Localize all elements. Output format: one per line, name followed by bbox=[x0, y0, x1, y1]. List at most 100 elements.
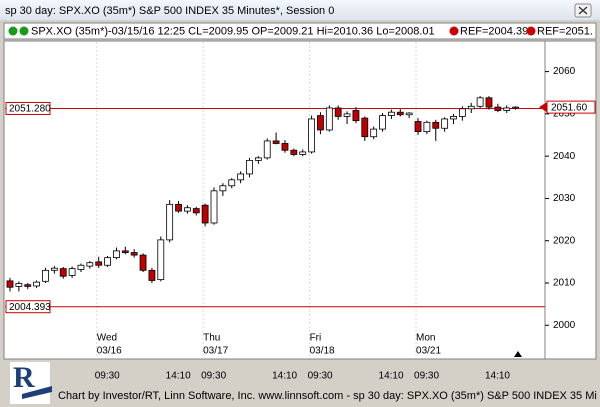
last-price-pointer bbox=[539, 102, 547, 113]
y-tick-label: 2040 bbox=[553, 151, 576, 162]
close-icon bbox=[578, 6, 588, 15]
candle-body bbox=[370, 128, 378, 138]
chart-panel bbox=[3, 40, 597, 360]
candle-body bbox=[414, 121, 422, 133]
candle-body bbox=[104, 257, 111, 266]
candle-body bbox=[512, 106, 519, 109]
candle-body bbox=[68, 268, 76, 276]
logo: R bbox=[13, 361, 35, 394]
candle-body bbox=[290, 149, 298, 155]
candle-body bbox=[423, 121, 431, 133]
x-tick-label: 14:10 bbox=[272, 371, 297, 382]
y-tick-label: 2030 bbox=[553, 193, 576, 204]
candle-body bbox=[24, 284, 32, 287]
candle-body bbox=[210, 190, 218, 224]
last-price-box bbox=[546, 100, 596, 114]
x-tick-label: 14:10 bbox=[485, 371, 510, 382]
candle-body bbox=[33, 281, 41, 287]
x-tick-label: 09:30 bbox=[95, 371, 120, 382]
candle-body bbox=[254, 157, 262, 161]
last-price-label: 2051.60 bbox=[551, 102, 588, 113]
candle-body bbox=[95, 261, 103, 266]
window-title: sp 30 day: SPX.XO (35m*) S&P 500 INDEX 3… bbox=[5, 5, 334, 17]
candle-body bbox=[405, 112, 413, 116]
candle-body bbox=[59, 268, 67, 277]
ref-dot bbox=[449, 26, 459, 36]
reference-label-box bbox=[5, 101, 51, 115]
candle-body bbox=[183, 207, 191, 212]
candle-body bbox=[77, 264, 85, 270]
candle-body bbox=[130, 252, 138, 256]
candle-body bbox=[15, 283, 23, 287]
candle-body bbox=[175, 203, 182, 212]
candle-body bbox=[113, 250, 120, 259]
candle-body bbox=[157, 239, 165, 281]
candle-body bbox=[272, 140, 280, 144]
ref-text: REF=2004.39 bbox=[460, 25, 528, 37]
candle-body bbox=[458, 108, 466, 117]
candle-body bbox=[379, 115, 386, 130]
y-tick-label: 2060 bbox=[553, 66, 576, 77]
candle-body bbox=[42, 269, 49, 282]
candle-body bbox=[361, 117, 369, 138]
candle-body bbox=[352, 110, 360, 122]
candle-body bbox=[317, 115, 324, 131]
y-tick-label: 2050 bbox=[553, 109, 576, 120]
x-tick-label: 09:30 bbox=[201, 371, 226, 382]
candle-body bbox=[237, 173, 245, 181]
candle-body bbox=[432, 121, 440, 129]
candle-body bbox=[246, 159, 253, 175]
y-tick-label: 2000 bbox=[553, 320, 576, 331]
reference-label: 2051.280 bbox=[9, 104, 51, 115]
candle-body bbox=[219, 185, 227, 192]
candle-body bbox=[494, 106, 502, 111]
status-dot bbox=[19, 26, 29, 36]
candle-body bbox=[503, 107, 511, 111]
x-tick-label: 14:10 bbox=[379, 371, 404, 382]
title-bar bbox=[0, 0, 600, 20]
candle-body bbox=[121, 250, 129, 253]
info-bar bbox=[3, 22, 597, 40]
candle-body bbox=[325, 107, 333, 131]
candle-body bbox=[50, 267, 58, 271]
candle-body bbox=[334, 107, 342, 117]
x-tick-label: 09:30 bbox=[308, 371, 333, 382]
candle-body bbox=[263, 140, 271, 159]
candle-body bbox=[148, 269, 156, 281]
candle-body bbox=[299, 151, 307, 155]
candle-body bbox=[228, 179, 236, 187]
x-tick-label: 09:30 bbox=[414, 371, 439, 382]
candle-body bbox=[476, 97, 484, 107]
logo-stripe bbox=[22, 386, 52, 399]
candle-body bbox=[86, 262, 94, 267]
date-label: 03/17 bbox=[203, 346, 228, 357]
candle-body bbox=[166, 203, 174, 241]
day-label: Fri bbox=[310, 333, 322, 344]
marker bbox=[514, 351, 522, 357]
date-label: 03/18 bbox=[310, 346, 335, 357]
x-tick-label: 14:10 bbox=[166, 371, 191, 382]
candle-body bbox=[343, 113, 351, 117]
candle-body bbox=[201, 204, 209, 224]
status-dot bbox=[8, 26, 18, 36]
y-tick-label: 2010 bbox=[553, 278, 576, 289]
candle-body bbox=[450, 116, 457, 120]
reference-label-box bbox=[5, 300, 51, 314]
candle-body bbox=[281, 143, 289, 151]
day-label: Wed bbox=[97, 333, 117, 344]
reference-label: 2004.393 bbox=[9, 302, 51, 313]
info-text: SPX.XO (35m*)-03/15/16 12:25 CL=2009.95 … bbox=[31, 25, 435, 37]
candle-body bbox=[388, 111, 395, 116]
date-label: 03/16 bbox=[97, 346, 122, 357]
candle-body bbox=[139, 254, 147, 271]
day-label: Thu bbox=[203, 333, 220, 344]
date-label: 03/21 bbox=[416, 346, 441, 357]
y-tick-label: 2020 bbox=[553, 235, 576, 246]
candle-body bbox=[467, 105, 475, 110]
footer: Chart by Investor/RT, Linn Software, Inc… bbox=[58, 390, 600, 402]
ref-dot bbox=[526, 26, 536, 36]
candle-body bbox=[441, 118, 449, 129]
candle-body bbox=[485, 97, 493, 108]
candle-body bbox=[6, 280, 14, 288]
